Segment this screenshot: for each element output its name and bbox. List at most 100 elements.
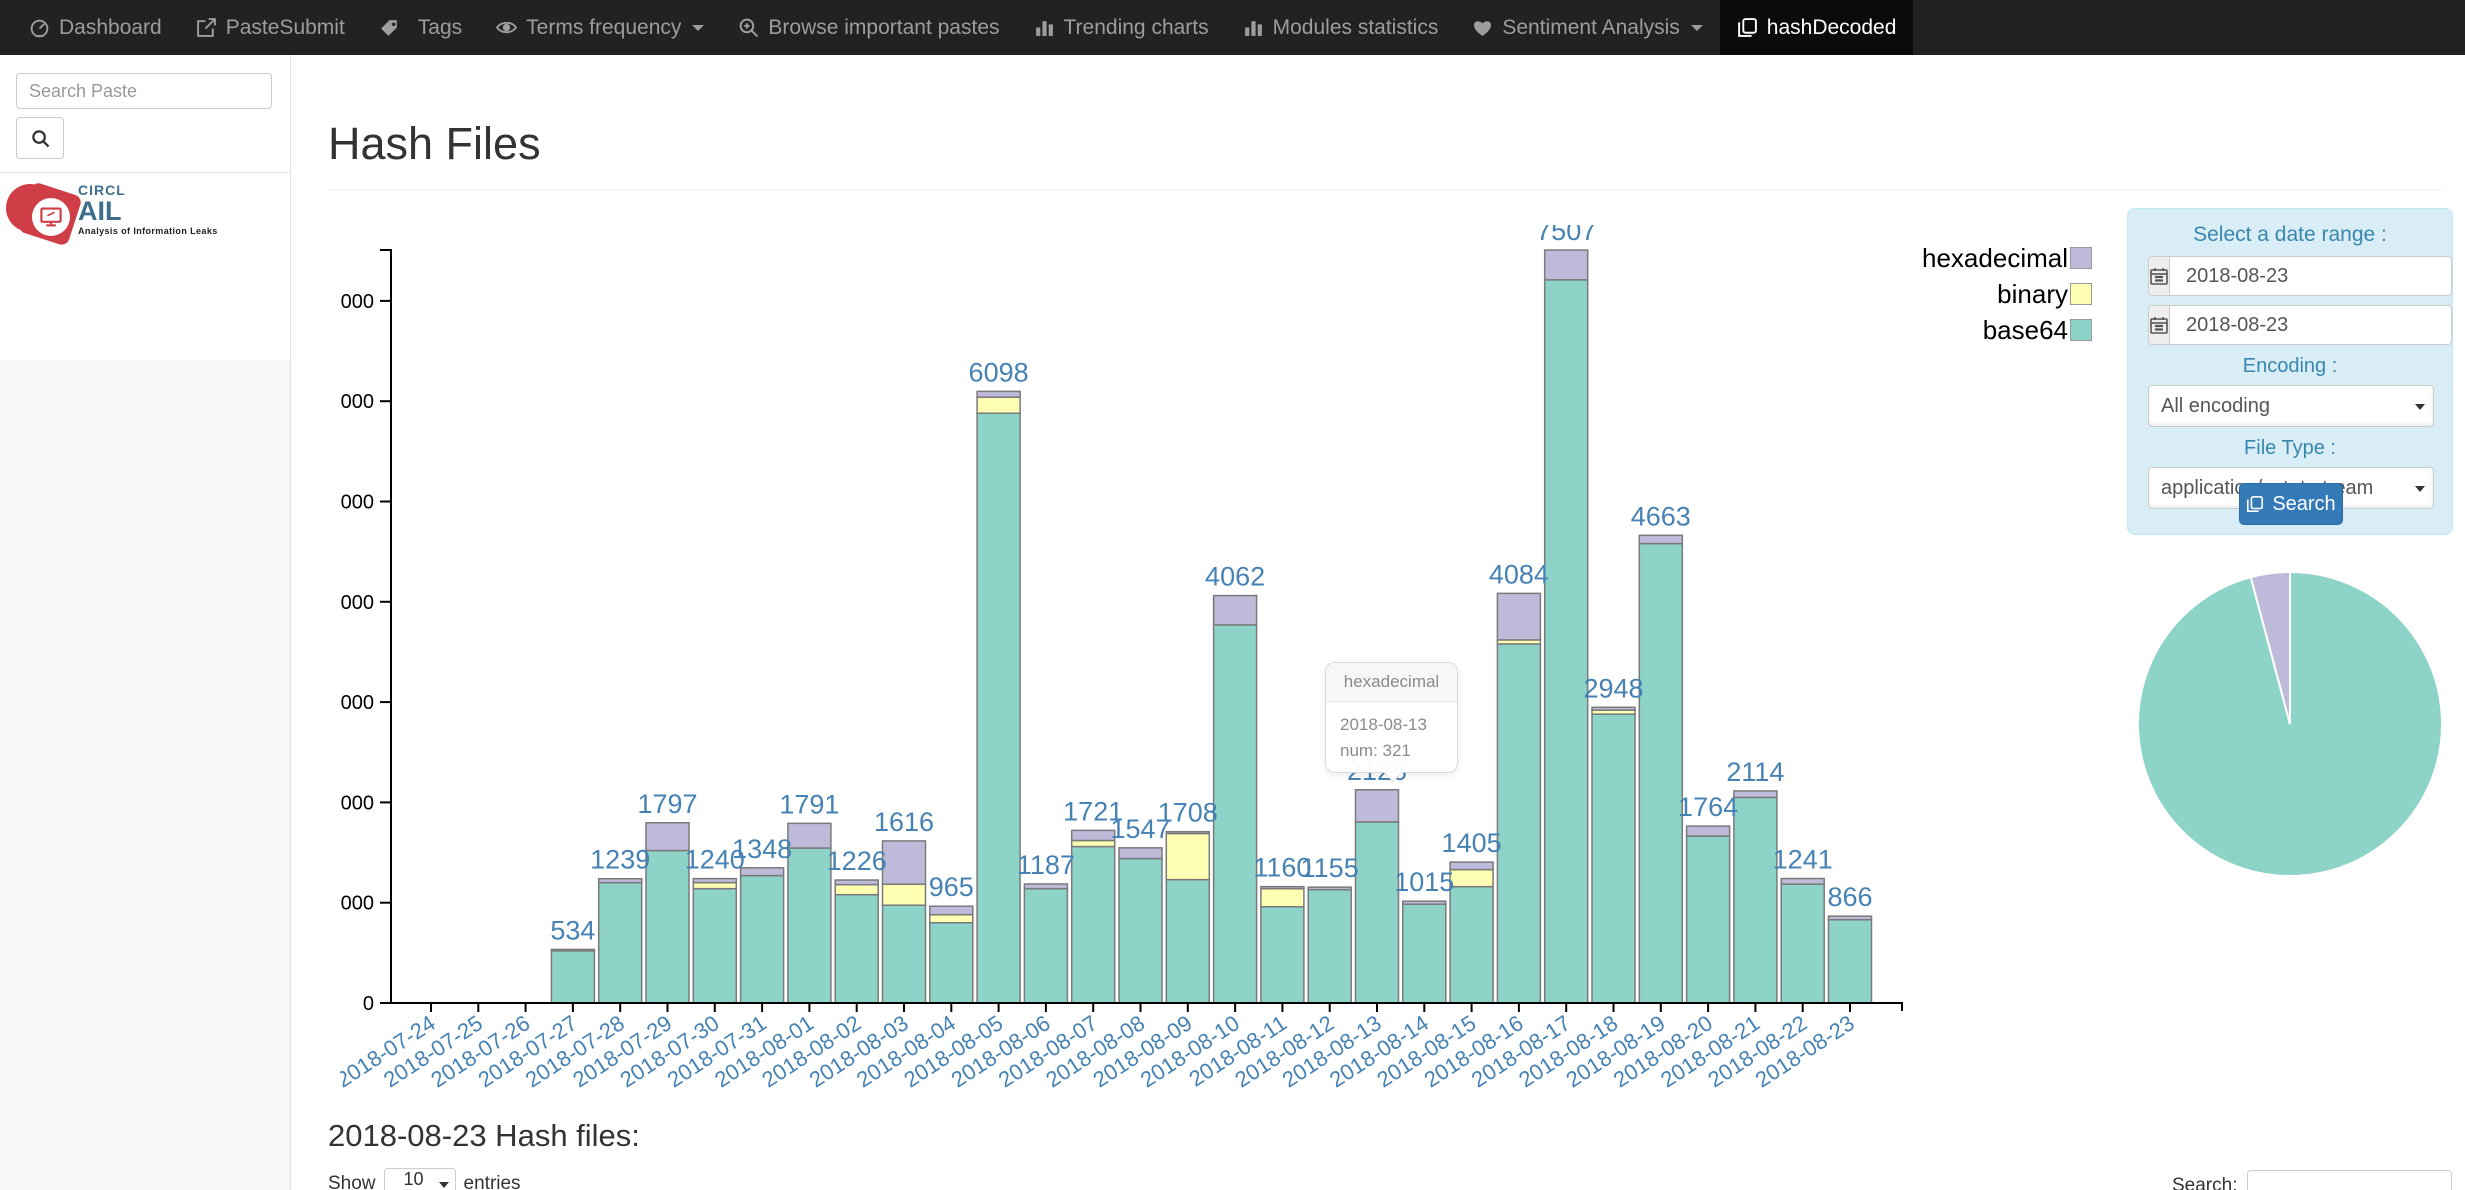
bar-segment-hexadecimal[interactable]: [597, 877, 643, 884]
bar-segment-hexadecimal[interactable]: [692, 877, 738, 884]
bar-segment-base64[interactable]: [1685, 835, 1731, 1004]
bar-segment-base64[interactable]: [1165, 878, 1211, 1004]
bar-segment-base64[interactable]: [1780, 883, 1825, 1004]
nav-item-browse-important-pastes[interactable]: Browse important pastes: [721, 0, 1016, 55]
y-tick-label: 3,000: [340, 692, 374, 714]
encoding-select[interactable]: All encoding: [2148, 385, 2434, 427]
bar-segment-binary[interactable]: [1070, 839, 1116, 848]
date-to-input[interactable]: [2170, 305, 2452, 345]
nav-item-pastesubmit[interactable]: PasteSubmit: [179, 0, 362, 55]
bar-segment-base64[interactable]: [739, 874, 785, 1004]
bar-segment-hexadecimal[interactable]: [1307, 886, 1352, 891]
bar-segment-base64[interactable]: [1070, 845, 1116, 1004]
bar-segment-hexadecimal[interactable]: [1449, 861, 1494, 871]
bar-segment-binary[interactable]: [929, 913, 974, 924]
bar-segment-base64[interactable]: [787, 847, 832, 1004]
nav-item-sentiment-analysis[interactable]: Sentiment Analysis: [1455, 0, 1719, 55]
bar-segment-hexadecimal[interactable]: [787, 822, 832, 849]
bar-segment-binary[interactable]: [1260, 887, 1305, 908]
bar-segment-base64[interactable]: [881, 904, 927, 1004]
bar-segment-binary[interactable]: [881, 883, 927, 906]
nav-item-terms-frequency[interactable]: Terms frequency: [479, 0, 721, 55]
bar-segment-base64[interactable]: [929, 922, 974, 1004]
bar-segment-hexadecimal[interactable]: [1023, 883, 1069, 890]
nav-item-modules-statistics[interactable]: Modules statistics: [1226, 0, 1456, 55]
bar-segment-base64[interactable]: [1827, 919, 1873, 1004]
panel-search-button[interactable]: Search: [2239, 483, 2343, 525]
bar-segment-hexadecimal[interactable]: [881, 840, 927, 885]
bar-segment-base64[interactable]: [1118, 857, 1163, 1004]
legend-label-binary: binary: [1997, 278, 2068, 309]
bar-total-label: 965: [929, 872, 974, 902]
bar-segment-hexadecimal[interactable]: [1070, 829, 1116, 842]
table-search-label: Search:: [2172, 1175, 2238, 1190]
bar-segment-hexadecimal[interactable]: [1496, 592, 1542, 641]
bar-segment-base64[interactable]: [1023, 887, 1069, 1004]
top-navbar: Dashboard PasteSubmit Tags Terms frequen…: [0, 0, 2465, 55]
bar-segment-hexadecimal[interactable]: [1212, 594, 1258, 626]
search-paste-input[interactable]: [16, 73, 272, 109]
bar-segment-hexadecimal[interactable]: [1591, 706, 1636, 711]
panel-search-label: Search: [2272, 492, 2336, 515]
bar-segment-hexadecimal[interactable]: [1543, 249, 1589, 281]
bar-segment-hexadecimal[interactable]: [1733, 790, 1778, 799]
bar-segment-base64[interactable]: [1212, 624, 1258, 1004]
bar-segment-binary[interactable]: [1449, 868, 1494, 888]
bar-segment-hexadecimal[interactable]: [1118, 847, 1163, 860]
bar-total-label: 1547: [1110, 814, 1170, 844]
date-from-input[interactable]: [2170, 256, 2452, 296]
bar-segment-base64[interactable]: [1402, 903, 1447, 1004]
nav-item-hashdecoded[interactable]: hashDecoded: [1719, 0, 1914, 55]
bar-segment-hexadecimal[interactable]: [1638, 534, 1684, 545]
bar-segment-base64[interactable]: [1354, 821, 1400, 1004]
bar-segment-hexadecimal[interactable]: [645, 822, 690, 852]
bar-segment-hexadecimal[interactable]: [1165, 830, 1211, 835]
bar-segment-hexadecimal[interactable]: [1354, 789, 1400, 823]
bar-segment-binary[interactable]: [834, 883, 879, 896]
bar-segment-hexadecimal[interactable]: [1780, 877, 1825, 885]
bar-segment-base64[interactable]: [1307, 888, 1352, 1004]
bar-segment-hexadecimal[interactable]: [550, 948, 596, 952]
bar-segment-hexadecimal[interactable]: [1827, 915, 1873, 921]
bar-chart-icon: [1035, 21, 1053, 36]
nav-item-tags[interactable]: Tags: [362, 0, 479, 55]
bar-segment-base64[interactable]: [1496, 643, 1542, 1004]
bar-segment-hexadecimal[interactable]: [739, 867, 785, 877]
bar-segment-binary[interactable]: [692, 881, 738, 890]
calendar-icon[interactable]: [2148, 256, 2170, 296]
bar-segment-base64[interactable]: [1543, 279, 1589, 1004]
bar-segment-base64[interactable]: [550, 950, 596, 1004]
bar-segment-base64[interactable]: [692, 887, 738, 1004]
sidebar-search-button[interactable]: [16, 117, 64, 159]
bar-segment-base64[interactable]: [1638, 542, 1684, 1004]
bar-segment-base64[interactable]: [645, 849, 690, 1004]
bar-total-label: 866: [1827, 882, 1872, 912]
bar-segment-hexadecimal[interactable]: [929, 905, 974, 916]
bar-segment-hexadecimal[interactable]: [976, 390, 1021, 398]
bar-segment-hexadecimal[interactable]: [1685, 825, 1731, 837]
bar-segment-hexadecimal[interactable]: [834, 879, 879, 886]
bar-segment-base64[interactable]: [834, 893, 879, 1004]
bar-segment-base64[interactable]: [1449, 885, 1494, 1004]
pie-slice-hexadecimal[interactable]: [2249, 570, 2291, 725]
bar-segment-binary[interactable]: [976, 396, 1021, 414]
page-length-select[interactable]: 10: [383, 1168, 456, 1190]
bar-segment-base64[interactable]: [597, 881, 643, 1004]
y-tick-label: 6,000: [340, 391, 374, 413]
bar-segment-base64[interactable]: [1591, 713, 1636, 1004]
bar-segment-base64[interactable]: [1260, 905, 1305, 1004]
bar-total-label: 2948: [1583, 673, 1643, 703]
tooltip-body: 2018-08-13 num: 321: [1326, 702, 1457, 764]
bar-segment-hexadecimal[interactable]: [1260, 885, 1305, 890]
calendar-icon[interactable]: [2148, 305, 2170, 345]
bar-segment-base64[interactable]: [976, 412, 1021, 1004]
table-search-input[interactable]: [2247, 1170, 2453, 1190]
legend-label-hexadecimal: hexadecimal: [1922, 242, 2068, 273]
nav-item-dashboard[interactable]: Dashboard: [12, 0, 179, 55]
bar-segment-hexadecimal[interactable]: [1402, 900, 1447, 905]
nav-item-trending-charts[interactable]: Trending charts: [1017, 0, 1226, 55]
bar-segment-base64[interactable]: [1733, 796, 1778, 1004]
bar-segment-binary[interactable]: [1165, 832, 1211, 881]
ail-logo-text: CIRCL AIL Analysis of Information Leaks: [78, 182, 218, 236]
